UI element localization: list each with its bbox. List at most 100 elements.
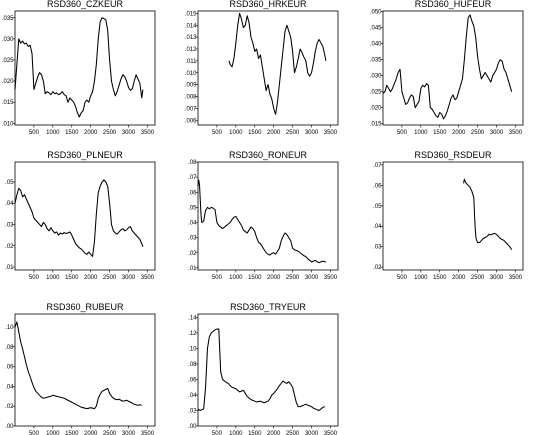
plot-frame <box>197 10 339 126</box>
plot-frame <box>14 161 156 271</box>
y-tick-label: .01 <box>188 266 197 272</box>
x-tick-label: 1000 <box>414 275 428 281</box>
y-tick-label: .00 <box>5 424 14 430</box>
y-tick-label: .02 <box>188 408 197 414</box>
x-tick-label: 500 <box>397 275 408 281</box>
x-tick-label: 1500 <box>248 130 262 136</box>
y-tick-label: .009 <box>185 83 197 89</box>
plot-frame <box>197 313 339 427</box>
x-tick-label: 500 <box>29 130 40 136</box>
chart-panel: RSD360_CZKEUR 500 1000 1500 2000 2500 3000 3500… <box>2 0 156 136</box>
y-tick-label: .08 <box>5 345 14 351</box>
y-tick-label: .02 <box>5 244 14 250</box>
y-tick-label: .06 <box>188 190 197 196</box>
x-tick-label: 1000 <box>46 275 60 281</box>
y-tick-label: .08 <box>188 160 197 166</box>
x-tick-label: 2500 <box>471 130 485 136</box>
chart-panel: RSD360_RSDEUR 500 1000 1500 2000 2500 3000 3500… <box>373 150 524 281</box>
x-tick-label: 3000 <box>305 275 319 281</box>
y-tick-label: .05 <box>188 205 197 211</box>
y-tick-label: .025 <box>370 90 382 96</box>
x-tick-label: 3000 <box>490 130 504 136</box>
x-tick-label: 500 <box>212 130 223 136</box>
series-line <box>197 328 325 412</box>
x-tick-label: 1000 <box>229 130 243 136</box>
chart-title: RSD360_RUBEUR <box>46 302 124 312</box>
x-tick-label: 1500 <box>65 130 79 136</box>
x-tick-label: 3000 <box>122 130 136 136</box>
x-tick-label: 3500 <box>324 130 338 136</box>
y-tick-label: .02 <box>5 404 14 410</box>
x-tick-label: 500 <box>29 275 40 281</box>
x-tick-label: 3500 <box>324 275 338 281</box>
y-tick-label: .011 <box>185 59 197 65</box>
chart-panel: RSD360_PLNEUR 500 1000 1500 2000 2500 3000 3500… <box>5 150 156 281</box>
x-tick-label: 1500 <box>65 275 79 281</box>
chart-title: RSD360_RONEUR <box>229 150 308 160</box>
x-tick-label: 3500 <box>141 275 155 281</box>
y-tick-label: .04 <box>188 221 197 227</box>
x-tick-label: 2000 <box>267 431 281 435</box>
x-tick-label: 1500 <box>65 431 79 435</box>
y-tick-label: .12 <box>188 331 197 337</box>
x-tick-label: 500 <box>212 431 223 435</box>
x-tick-label: 3500 <box>141 130 155 136</box>
chart-title: RSD360_RSDEUR <box>414 150 492 160</box>
y-tick-label: .00 <box>188 424 197 430</box>
x-tick-label: 2500 <box>103 130 117 136</box>
chart-panel: RSD360_RUBEUR 500 1000 1500 2000 2500 3000 3500… <box>5 302 156 435</box>
x-tick-label: 3000 <box>305 431 319 435</box>
y-tick-label: .03 <box>188 236 197 242</box>
y-tick-label: .02 <box>373 265 382 271</box>
y-tick-label: .010 <box>185 71 197 77</box>
chart-title: RSD360_HRKEUR <box>229 0 307 9</box>
y-tick-label: .015 <box>370 122 382 128</box>
plot-frame <box>14 313 156 427</box>
y-tick-label: .03 <box>373 245 382 251</box>
x-tick-label: 2500 <box>286 130 300 136</box>
y-tick-label: .015 <box>185 11 197 17</box>
x-tick-label: 1500 <box>248 275 262 281</box>
x-tick-label: 2500 <box>286 431 300 435</box>
plot-frame <box>14 10 156 126</box>
y-tick-label: .04 <box>188 393 197 399</box>
y-tick-label: .007 <box>185 106 197 112</box>
x-tick-label: 1000 <box>46 431 60 435</box>
x-tick-label: 2500 <box>103 431 117 435</box>
y-tick-label: .07 <box>373 163 382 169</box>
y-tick-label: .02 <box>188 251 197 257</box>
y-tick-label: .045 <box>370 26 382 32</box>
x-tick-label: 3000 <box>122 275 136 281</box>
x-tick-label: 1000 <box>229 275 243 281</box>
chart-title: RSD360_CZKEUR <box>47 0 124 9</box>
y-tick-label: .006 <box>185 118 197 124</box>
x-tick-label: 1500 <box>248 431 262 435</box>
chart-title: RSD360_TRYEUR <box>230 302 306 312</box>
y-tick-label: .14 <box>188 315 197 321</box>
x-tick-label: 1500 <box>433 275 447 281</box>
y-tick-label: .020 <box>2 79 14 85</box>
x-tick-label: 2000 <box>267 275 281 281</box>
x-tick-label: 2500 <box>286 275 300 281</box>
x-tick-label: 2000 <box>84 431 98 435</box>
plot-frame <box>197 161 339 271</box>
y-tick-label: .01 <box>5 265 14 271</box>
x-tick-label: 3000 <box>305 130 319 136</box>
x-tick-label: 500 <box>29 431 40 435</box>
y-tick-label: .06 <box>373 183 382 189</box>
y-tick-label: .050 <box>370 10 382 16</box>
y-tick-label: .08 <box>188 362 197 368</box>
x-tick-label: 500 <box>397 130 408 136</box>
x-tick-label: 2000 <box>84 275 98 281</box>
x-tick-label: 3000 <box>122 431 136 435</box>
x-tick-label: 2000 <box>452 275 466 281</box>
chart-panel: RSD360_RONEUR 500 1000 1500 2000 2500 3000 3500… <box>188 150 339 281</box>
y-tick-label: .012 <box>185 47 197 53</box>
y-tick-label: .04 <box>5 201 14 207</box>
x-tick-label: 1000 <box>229 431 243 435</box>
chart-panel: RSD360_TRYEUR 500 1000 1500 2000 2500 3000 3500… <box>188 302 339 435</box>
y-tick-label: .10 <box>188 346 197 352</box>
y-tick-label: .04 <box>373 224 382 230</box>
y-tick-label: .030 <box>2 37 14 43</box>
